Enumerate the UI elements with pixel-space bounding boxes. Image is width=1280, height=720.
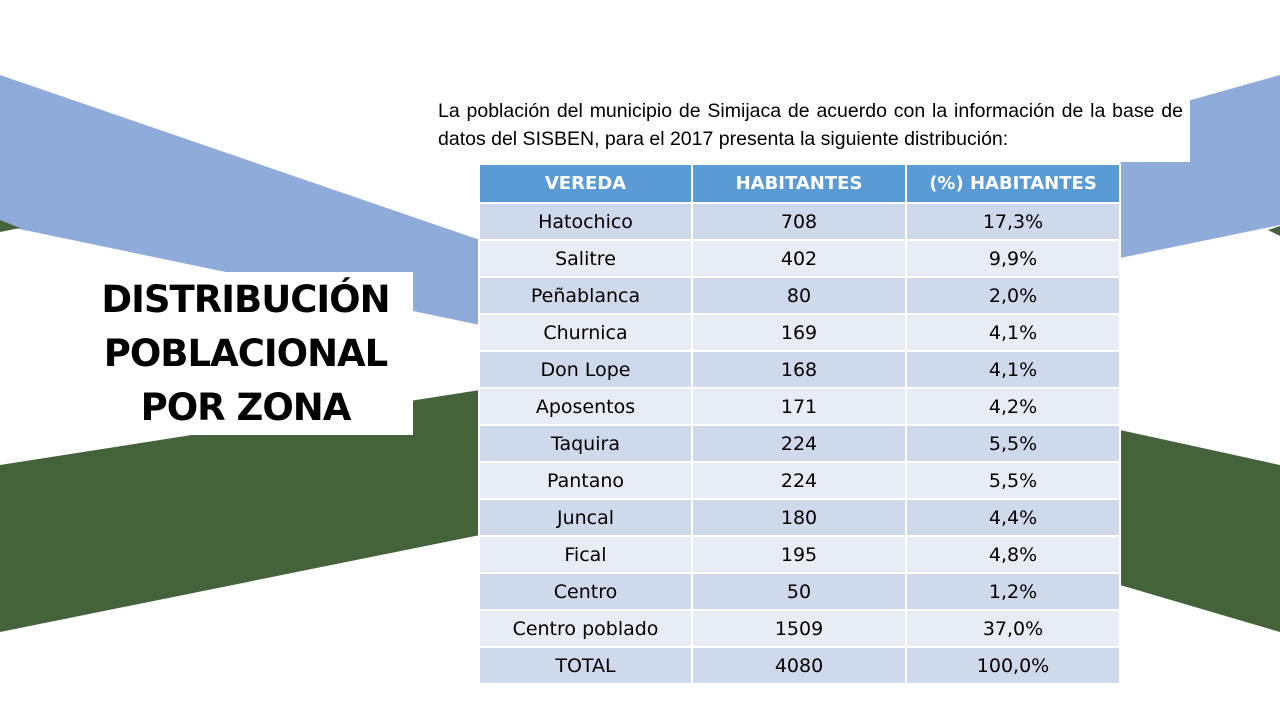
cell-habitantes: 195 xyxy=(691,535,907,574)
cell-vereda: Juncal xyxy=(478,498,693,537)
table-row: Centro poblado 1509 37,0% xyxy=(478,609,1121,648)
table-row: Juncal 180 4,4% xyxy=(478,498,1121,537)
table-row: Churnica 169 4,1% xyxy=(478,313,1121,352)
cell-habitantes: 180 xyxy=(691,498,907,537)
table-row: Peñablanca 80 2,0% xyxy=(478,276,1121,315)
table-row: Salitre 402 9,9% xyxy=(478,239,1121,278)
intro-text: La población del municipio de Simijaca d… xyxy=(438,100,1183,150)
cell-vereda: Salitre xyxy=(478,239,693,278)
cell-percent: 4,4% xyxy=(905,498,1121,537)
cell-habitantes: 4080 xyxy=(691,646,907,685)
cell-percent: 2,0% xyxy=(905,276,1121,315)
header-percent: (%) HABITANTES xyxy=(905,163,1121,204)
green-edge-right xyxy=(1268,226,1280,236)
cell-habitantes: 1509 xyxy=(691,609,907,648)
cell-habitantes: 708 xyxy=(691,202,907,241)
cell-habitantes: 224 xyxy=(691,424,907,463)
header-vereda: VEREDA xyxy=(478,163,693,204)
table-row: Fical 195 4,8% xyxy=(478,535,1121,574)
cell-vereda: Fical xyxy=(478,535,693,574)
blue-band-left xyxy=(0,75,480,325)
table-row: Taquira 224 5,5% xyxy=(478,424,1121,463)
cell-vereda: Don Lope xyxy=(478,350,693,389)
green-edge-left xyxy=(0,220,20,232)
cell-percent: 37,0% xyxy=(905,609,1121,648)
cell-vereda: Churnica xyxy=(478,313,693,352)
title-line-1: DISTRIBUCIÓN xyxy=(101,277,390,321)
slide-title: DISTRIBUCIÓN POBLACIONAL POR ZONA xyxy=(78,272,413,435)
green-band-left xyxy=(0,390,480,632)
cell-percent: 17,3% xyxy=(905,202,1121,241)
header-habitantes: HABITANTES xyxy=(691,163,907,204)
cell-vereda: Aposentos xyxy=(478,387,693,426)
cell-percent: 4,8% xyxy=(905,535,1121,574)
cell-vereda: Pantano xyxy=(478,461,693,500)
green-band-right xyxy=(1120,430,1280,632)
cell-vereda: Taquira xyxy=(478,424,693,463)
cell-vereda: TOTAL xyxy=(478,646,693,685)
table-row: Hatochico 708 17,3% xyxy=(478,202,1121,241)
cell-percent: 5,5% xyxy=(905,424,1121,463)
cell-percent: 100,0% xyxy=(905,646,1121,685)
table-row: Aposentos 171 4,2% xyxy=(478,387,1121,426)
cell-percent: 5,5% xyxy=(905,461,1121,500)
cell-percent: 4,1% xyxy=(905,350,1121,389)
table-header-row: VEREDA HABITANTES (%) HABITANTES xyxy=(478,163,1121,204)
table-row-total: TOTAL 4080 100,0% xyxy=(478,646,1121,685)
title-line-3: POR ZONA xyxy=(140,385,352,429)
cell-percent: 4,1% xyxy=(905,313,1121,352)
cell-percent: 4,2% xyxy=(905,387,1121,426)
cell-vereda: Centro xyxy=(478,572,693,611)
cell-habitantes: 168 xyxy=(691,350,907,389)
cell-habitantes: 50 xyxy=(691,572,907,611)
cell-vereda: Hatochico xyxy=(478,202,693,241)
cell-habitantes: 169 xyxy=(691,313,907,352)
cell-vereda: Peñablanca xyxy=(478,276,693,315)
population-table: VEREDA HABITANTES (%) HABITANTES Hatochi… xyxy=(478,163,1121,685)
cell-habitantes: 171 xyxy=(691,387,907,426)
table-row: Don Lope 168 4,1% xyxy=(478,350,1121,389)
title-line-2: POBLACIONAL xyxy=(103,331,389,375)
cell-habitantes: 224 xyxy=(691,461,907,500)
cell-percent: 1,2% xyxy=(905,572,1121,611)
cell-percent: 9,9% xyxy=(905,239,1121,278)
table-row: Pantano 224 5,5% xyxy=(478,461,1121,500)
cell-vereda: Centro poblado xyxy=(478,609,693,648)
cell-habitantes: 80 xyxy=(691,276,907,315)
data-table: VEREDA HABITANTES (%) HABITANTES Hatochi… xyxy=(478,163,1121,685)
intro-box: La población del municipio de Simijaca d… xyxy=(428,88,1190,162)
table-row: Centro 50 1,2% xyxy=(478,572,1121,611)
cell-habitantes: 402 xyxy=(691,239,907,278)
